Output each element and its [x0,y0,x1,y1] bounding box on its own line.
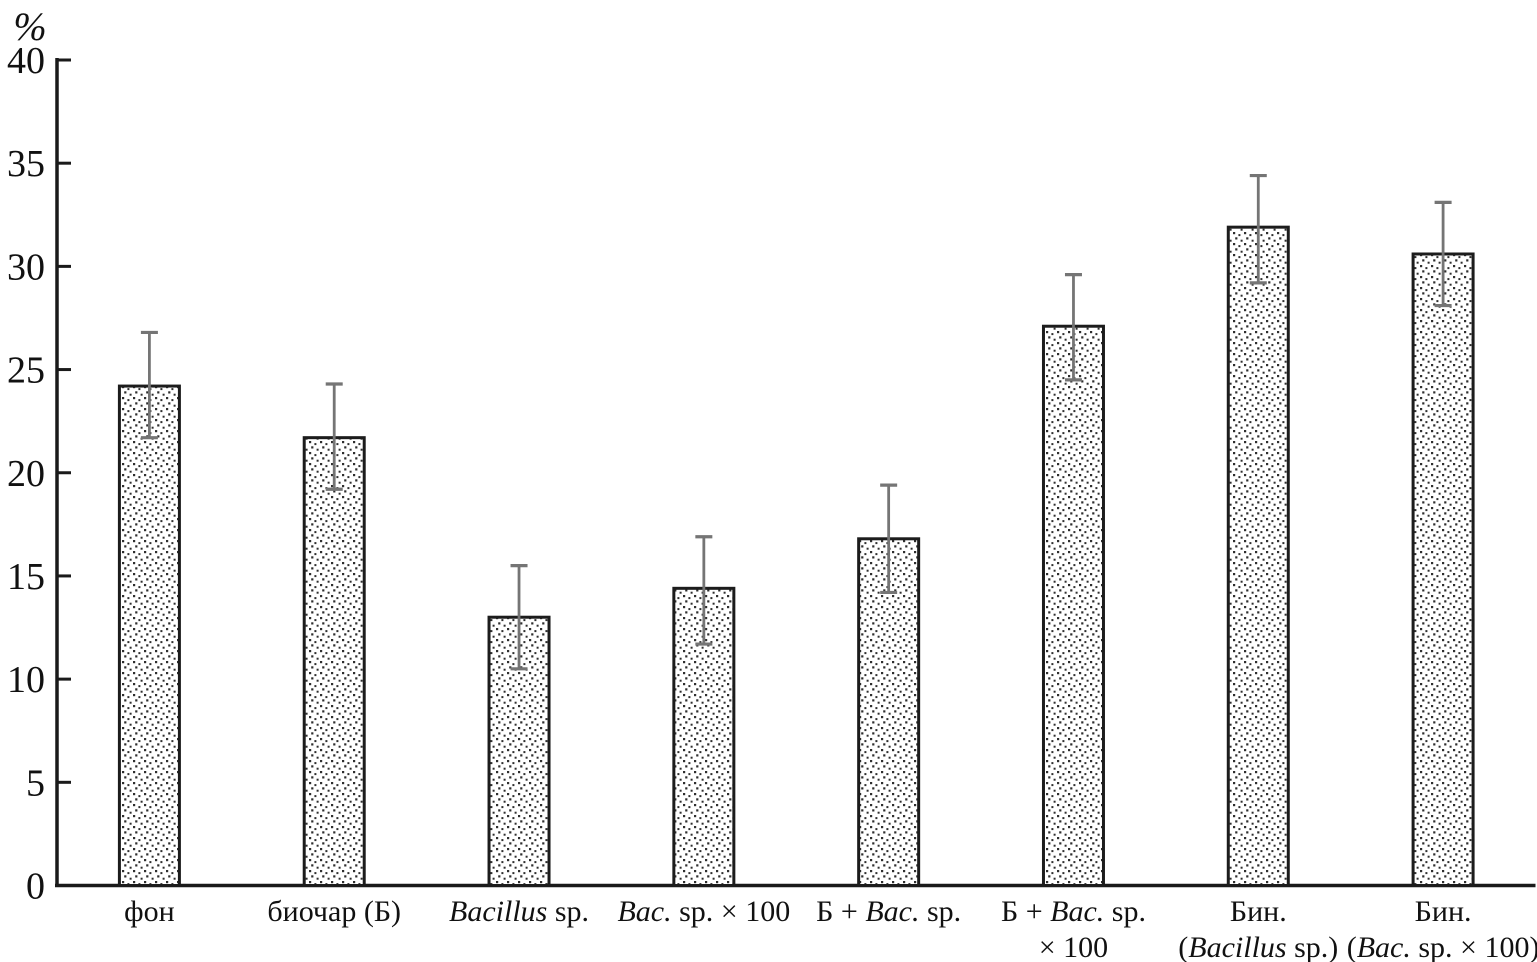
y-tick-label: 5 [26,762,45,804]
category-label: Б + Bac. sp. [816,895,961,928]
bar [487,615,551,888]
y-tick-label: 40 [7,40,45,82]
category-label: Бин. [1230,895,1287,928]
bar [1041,324,1105,887]
category-label: Bacillus sp. [449,895,589,928]
y-tick-label: 10 [7,659,45,701]
y-tick-label: 0 [26,866,45,908]
y-tick-label: 15 [7,556,45,598]
category-label: Bac. sp. × 100 [617,895,790,928]
y-tick-label: 35 [7,143,45,185]
category-label: фон [124,895,175,928]
category-label: (Bacillus sp.) [1178,931,1338,962]
category-label: Б + Bac. sp. [1001,895,1146,928]
y-tick-label: 25 [7,350,45,392]
bar [302,436,366,887]
category-label: Бин. [1415,895,1472,928]
category-label: (Bac. sp. × 100) [1347,931,1537,962]
category-label: × 100 [1039,931,1108,962]
bar [857,537,921,887]
category-label: биочар (Б) [267,895,401,928]
bar [1226,225,1290,887]
y-axis-unit-label: % [13,4,46,49]
y-tick-label: 20 [7,453,45,495]
bar [1411,252,1475,887]
bar [117,384,181,887]
y-tick-label: 30 [7,246,45,288]
